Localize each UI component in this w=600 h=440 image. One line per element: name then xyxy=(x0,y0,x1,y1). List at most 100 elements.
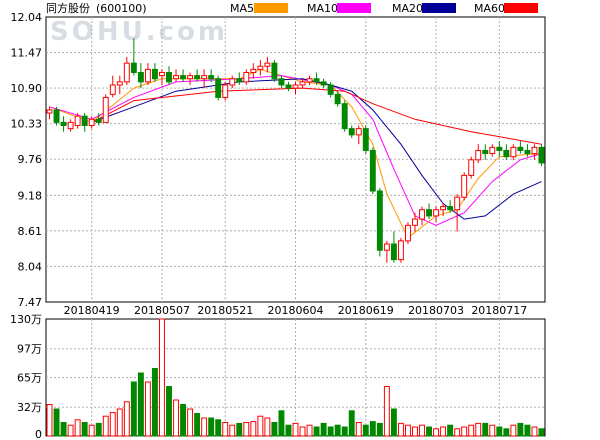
date-tick-label: 20180419 xyxy=(64,304,120,317)
candle-up xyxy=(292,84,299,89)
volume-bar xyxy=(257,415,264,437)
candle-down xyxy=(362,128,369,151)
candle-up xyxy=(109,84,116,95)
candle-up xyxy=(116,81,123,86)
volume-bar xyxy=(468,424,475,437)
volume-bar xyxy=(390,408,397,437)
legend-label-ma60: MA60 xyxy=(474,2,505,15)
candle-up xyxy=(201,75,208,80)
volume-bar xyxy=(292,422,299,437)
legend-swatch-ma20 xyxy=(422,3,456,13)
candle-up xyxy=(440,206,447,211)
volume-bar xyxy=(116,408,123,437)
ma-line-ma5 xyxy=(49,68,542,239)
candle-down xyxy=(390,243,397,261)
candlesticks xyxy=(46,38,545,263)
date-tick-label: 20180619 xyxy=(338,304,394,317)
volume-bar xyxy=(348,410,355,437)
legend-swatch-ma10 xyxy=(337,3,371,13)
volume-bar xyxy=(299,426,306,437)
volume-bar xyxy=(327,426,334,437)
date-tick-label: 20180604 xyxy=(268,304,324,317)
candle-up xyxy=(355,128,362,136)
candle-up xyxy=(243,72,250,83)
volume-bar xyxy=(320,422,327,437)
candle-up xyxy=(475,149,482,161)
candle-down xyxy=(271,62,278,80)
volume-bar xyxy=(306,424,313,437)
candle-up xyxy=(433,209,440,217)
volume-bar xyxy=(173,399,179,437)
ma-legend: MA5 MA10 MA20 MA60 xyxy=(230,2,538,15)
price-tick-label: 9.76 xyxy=(18,153,43,166)
volume-tick-label: 32万 xyxy=(17,401,42,414)
candle-up xyxy=(159,72,165,77)
volume-bar xyxy=(454,428,461,437)
candle-down xyxy=(180,75,187,80)
candle-down xyxy=(503,149,510,158)
candle-up xyxy=(222,84,229,98)
volume-bar xyxy=(433,428,440,437)
volume-bar xyxy=(496,426,503,437)
volume-bar xyxy=(510,424,517,437)
stock-title: 同方股份 xyxy=(46,1,90,15)
volume-bar xyxy=(355,422,362,437)
candle-down xyxy=(426,209,432,217)
volume-bar xyxy=(194,413,201,437)
candle-down xyxy=(236,78,243,83)
candle-up xyxy=(510,146,517,158)
candle-up xyxy=(102,96,109,123)
ma-line-ma20 xyxy=(91,78,542,220)
candle-down xyxy=(320,81,327,86)
volume-bar xyxy=(130,381,137,437)
candle-up xyxy=(74,115,81,127)
volume-bar xyxy=(215,419,222,437)
volume-bar xyxy=(397,422,404,437)
volume-bar xyxy=(67,424,74,437)
candle-down xyxy=(524,149,531,155)
volume-bar xyxy=(461,426,468,437)
candle-up xyxy=(404,224,411,242)
watermark: SOHU.com xyxy=(50,17,228,47)
volume-bar xyxy=(531,426,538,437)
candle-down xyxy=(369,149,376,192)
volume-bar xyxy=(81,422,88,437)
volume-tick-label: 65万 xyxy=(17,372,42,385)
candle-up xyxy=(383,243,390,251)
volume-bar xyxy=(341,426,348,437)
candle-up xyxy=(46,109,53,114)
candle-down xyxy=(194,75,201,80)
candle-up xyxy=(299,81,306,86)
candle-down xyxy=(313,78,320,83)
candle-up xyxy=(454,196,461,211)
candle-up xyxy=(419,209,425,220)
price-tick-label: 8.61 xyxy=(18,225,43,238)
candle-down xyxy=(517,146,524,151)
volume-bar xyxy=(278,410,285,437)
stock-code: (600100) xyxy=(96,2,147,15)
candle-up xyxy=(187,75,194,80)
volume-bar xyxy=(109,412,116,437)
volume-bar xyxy=(503,428,510,437)
price-tick-label: 8.04 xyxy=(18,260,43,273)
candle-down xyxy=(215,78,222,98)
candle-up xyxy=(67,121,74,130)
volume-bar xyxy=(144,381,151,437)
date-tick-label: 20180717 xyxy=(471,304,527,317)
candle-down xyxy=(166,72,172,83)
volume-bar xyxy=(243,422,250,437)
price-tick-label: 7.47 xyxy=(18,296,43,309)
volume-bar xyxy=(334,424,341,437)
price-tick-label: 12.04 xyxy=(11,11,43,24)
volume-bar xyxy=(159,318,165,437)
volume-bar xyxy=(208,417,215,437)
volume-bars xyxy=(46,318,545,437)
volume-bar xyxy=(517,422,524,437)
volume-bar xyxy=(46,404,53,437)
volume-bar xyxy=(53,408,60,437)
volume-bar xyxy=(88,424,95,437)
candle-down xyxy=(327,84,334,95)
date-tick-label: 20180507 xyxy=(134,304,190,317)
volume-bar xyxy=(475,422,482,437)
